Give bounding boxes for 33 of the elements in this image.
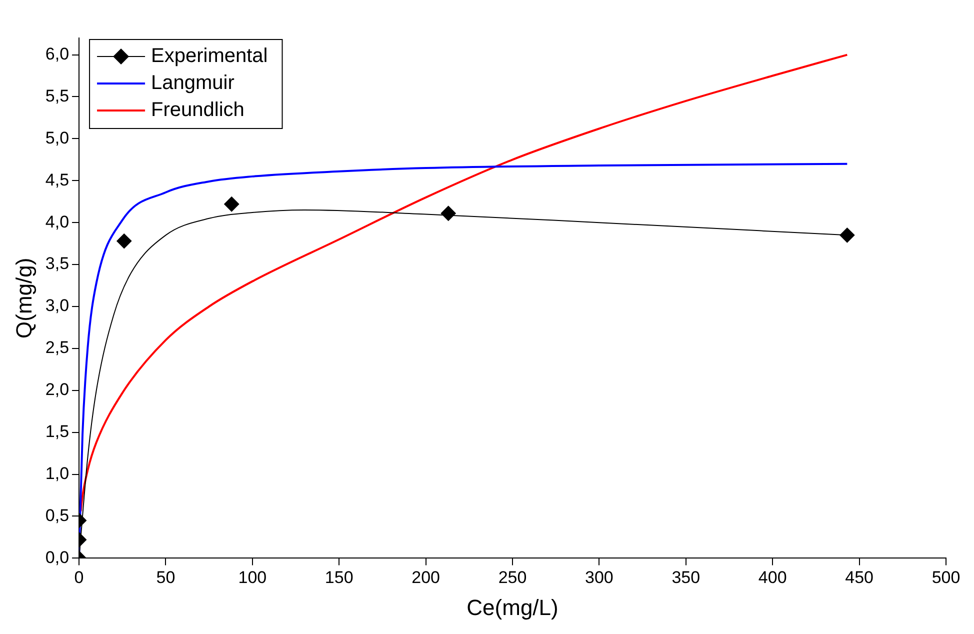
legend-label: Langmuir (151, 72, 235, 94)
x-tick-label: 0 (74, 568, 84, 588)
y-tick-label: 1,0 (45, 464, 70, 483)
x-tick-label: 50 (156, 568, 176, 588)
x-axis-title: Ce(mg/L) (466, 594, 558, 620)
legend-label: Experimental (151, 45, 268, 68)
x-tick-label: 450 (845, 568, 874, 588)
x-tick-label: 150 (324, 568, 354, 588)
point (840, 228, 855, 243)
y-tick-label: 3,5 (45, 254, 70, 274)
x-tick-label: 350 (672, 568, 700, 588)
x-tick-label: 250 (498, 568, 527, 588)
point (440, 206, 456, 221)
y-tick-label: 0,0 (45, 548, 70, 567)
x-tick-label: 500 (932, 568, 960, 588)
x-tick-label: 300 (585, 568, 614, 588)
y-axis-title: Q(mg/g) (11, 258, 36, 338)
legend-label: Freundlich (151, 99, 244, 122)
y-tick-label: 6,0 (45, 44, 70, 64)
point (224, 196, 240, 212)
x-tick-label: 400 (758, 568, 787, 588)
x-tick-label: 200 (412, 568, 440, 588)
y-tick-label: 1,5 (45, 422, 70, 442)
x-tick-label: 100 (238, 568, 267, 588)
y-tick-label: 0,5 (45, 506, 70, 525)
y-tick-label: 4,0 (45, 212, 70, 232)
y-tick-label: 2,0 (45, 380, 70, 400)
y-tick-label: 4,5 (45, 170, 70, 190)
y-tick-label: 5,0 (45, 128, 70, 148)
y-tick-label: 5,5 (45, 86, 70, 106)
point (116, 234, 132, 249)
y-tick-label: 2,5 (45, 338, 70, 358)
y-tick-label: 3,0 (45, 296, 70, 316)
